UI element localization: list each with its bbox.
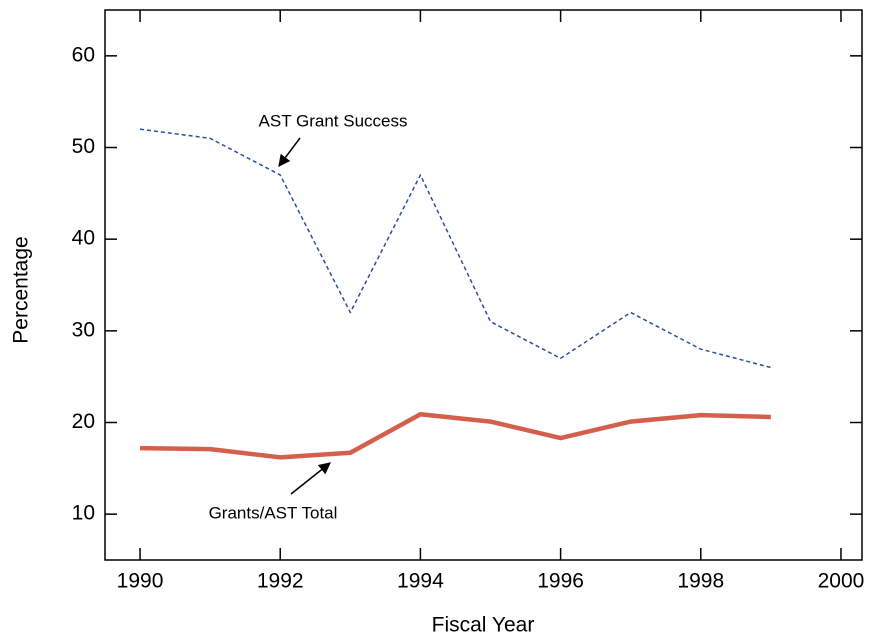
x-tick-label: 1996 (537, 570, 584, 593)
y-tick-label: 60 (72, 43, 95, 66)
y-tick-label: 10 (72, 502, 95, 525)
x-tick-label: 1994 (397, 570, 444, 593)
y-axis-label: Percentage (10, 236, 33, 343)
x-tick-label: 1990 (117, 570, 164, 593)
data-line (140, 412, 771, 460)
annotation-arrow (290, 462, 331, 495)
series-annotation: Grants/AST Total (209, 503, 338, 522)
y-tick-label: 20 (72, 410, 95, 433)
y-tick-label: 50 (72, 135, 95, 158)
x-axis-label: Fiscal Year (432, 614, 535, 637)
x-tick-label: 2000 (818, 570, 865, 593)
x-tick-label: 1992 (257, 570, 304, 593)
data-line (139, 128, 772, 369)
x-tick-label: 1998 (677, 570, 724, 593)
y-tick-label: 40 (72, 227, 95, 250)
plot-frame (104, 9, 863, 561)
y-tick-label: 30 (72, 318, 95, 341)
series-annotation: AST Grant Success (259, 111, 408, 130)
annotation-arrow (278, 137, 301, 167)
